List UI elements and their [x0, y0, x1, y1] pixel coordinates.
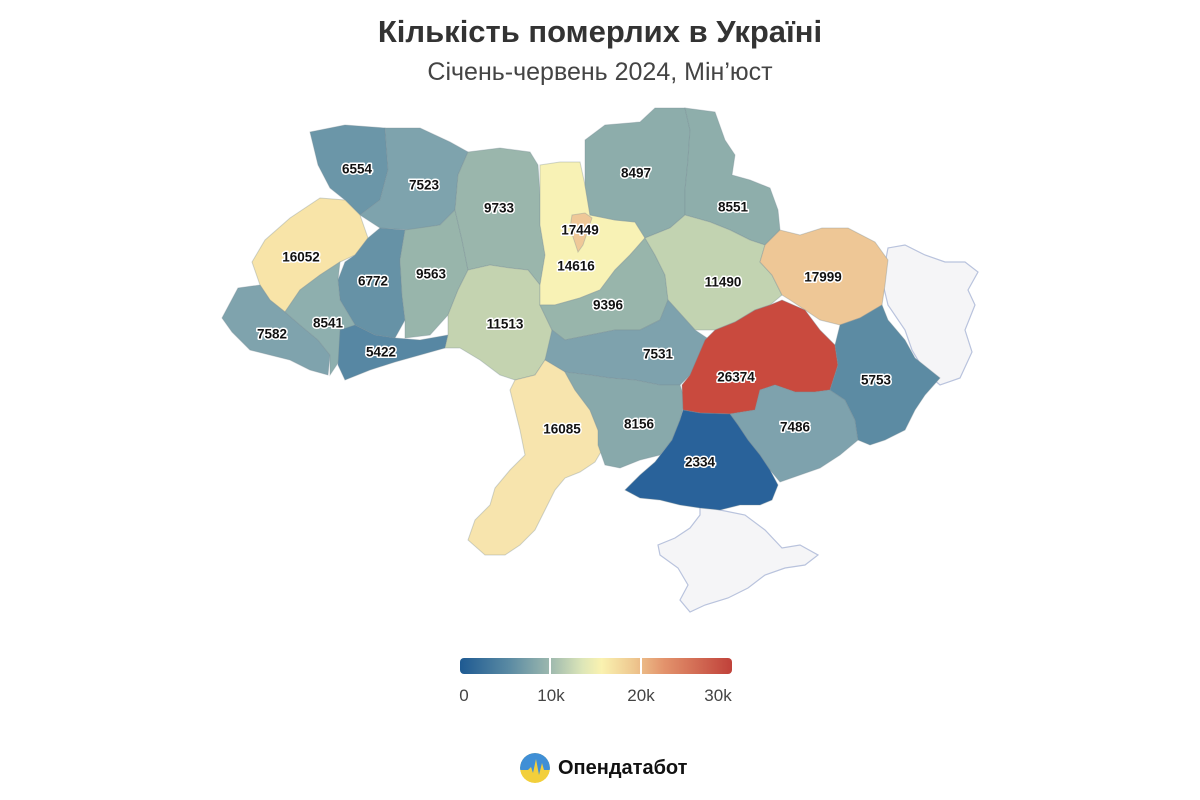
label-kirovohrad: 7531 [643, 347, 674, 362]
legend-tick-20k: 20k [627, 686, 655, 705]
label-vinnytsia: 11513 [487, 317, 524, 332]
label-lviv: 16052 [282, 250, 320, 265]
region-mykolaiv[interactable] [564, 371, 686, 469]
label-kyiv-oblast: 14616 [557, 259, 595, 274]
label-mykolaiv: 8156 [624, 417, 655, 432]
region-kyiv-city[interactable] [569, 212, 593, 254]
label-kyiv-city: 17449 [561, 223, 599, 238]
label-kharkiv: 17999 [804, 270, 842, 285]
region-zakarpattia[interactable] [221, 284, 331, 376]
label-sumy: 8551 [718, 200, 749, 215]
label-poltava: 11490 [705, 275, 742, 290]
region-donetsk[interactable] [829, 304, 941, 446]
brand-name: Опендатабот [558, 756, 688, 779]
region-crimea[interactable] [657, 504, 820, 613]
legend-divider-20k [640, 658, 642, 674]
label-khmelnytskyi: 9563 [416, 267, 447, 282]
chart-subtitle: Січень-червень 2024, Мін’юст [427, 58, 773, 86]
label-volyn: 6554 [342, 162, 373, 177]
opendatabot-logo-icon [520, 753, 550, 783]
legend-gradient-bar [460, 658, 732, 674]
label-zhytomyr: 9733 [484, 201, 515, 216]
color-legend [460, 658, 732, 674]
label-rivne: 7523 [409, 178, 440, 193]
legend-tick-30k: 30k [704, 686, 732, 705]
label-zaporizhzhia: 7486 [780, 420, 811, 435]
region-zhytomyr[interactable] [454, 147, 546, 287]
legend-tick-0: 0 [459, 686, 469, 705]
label-ivano-frankivsk: 8541 [313, 316, 344, 331]
label-dnipropetrovsk: 26374 [717, 370, 755, 385]
label-zakarpattia: 7582 [257, 327, 287, 342]
brand-footer: Опендатабот [520, 752, 687, 784]
label-donetsk: 5753 [861, 373, 892, 388]
legend-tick-10k: 10k [537, 686, 565, 705]
label-kherson: 2334 [685, 455, 716, 470]
region-kherson[interactable] [624, 409, 779, 511]
region-luhansk[interactable] [881, 244, 979, 386]
legend-tick-labels: 0 10k 20k 30k [448, 686, 748, 706]
label-ternopil: 6772 [358, 274, 388, 289]
legend-divider-10k [549, 658, 551, 674]
chart-title: Кількість померлих в Україні [377, 14, 823, 49]
label-odesa: 16085 [543, 422, 581, 437]
label-cherkasy: 9396 [593, 298, 624, 313]
label-chernihiv: 8497 [621, 166, 651, 181]
label-chernivtsi: 5422 [366, 345, 396, 360]
